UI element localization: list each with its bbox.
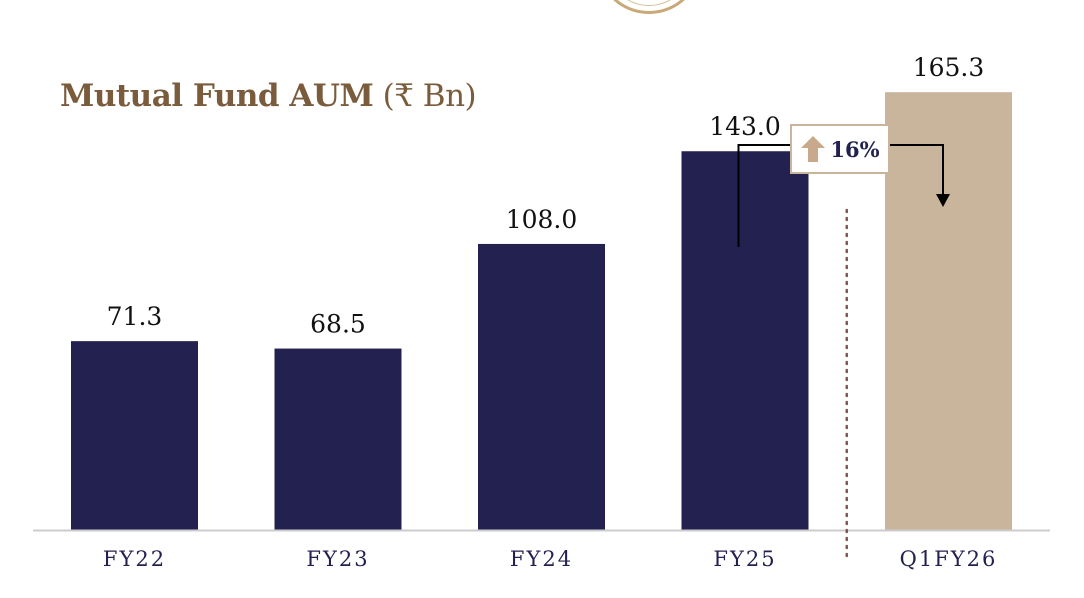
- bar-fy23: [274, 348, 402, 530]
- category-label-q1fy26: Q1FY26: [900, 547, 998, 571]
- bars-group: [71, 92, 1012, 531]
- growth-annotation-box: 16%: [790, 124, 890, 174]
- growth-percentage: 16%: [830, 136, 880, 162]
- bar-q1fy26: [885, 92, 1012, 530]
- bar-fy25: [681, 151, 809, 531]
- value-label-q1fy26: 165.3: [913, 53, 985, 82]
- category-label-fy22: FY22: [103, 547, 166, 571]
- value-label-fy23: 68.5: [310, 310, 366, 339]
- bar-fy22: [71, 341, 198, 530]
- chart-title: Mutual Fund AUM (₹ Bn): [60, 78, 477, 114]
- value-label-fy25: 143.0: [709, 112, 781, 141]
- value-labels-group: 71.3 68.5 108.0 143.0 165.3: [107, 53, 985, 338]
- growth-arrow-head: [936, 194, 950, 207]
- value-label-fy22: 71.3: [107, 302, 163, 331]
- category-label-fy24: FY24: [510, 547, 573, 571]
- up-arrow-icon: [801, 136, 826, 162]
- chart-title-main: Mutual Fund AUM: [60, 78, 374, 114]
- chart-title-unit: (₹ Bn): [382, 78, 477, 114]
- category-label-fy25: FY25: [713, 547, 776, 571]
- bar-fy24: [478, 243, 605, 530]
- category-labels-group: FY22 FY23 FY24 FY25 Q1FY26: [103, 547, 998, 571]
- category-label-fy23: FY23: [306, 547, 369, 571]
- value-label-fy24: 108.0: [506, 205, 578, 234]
